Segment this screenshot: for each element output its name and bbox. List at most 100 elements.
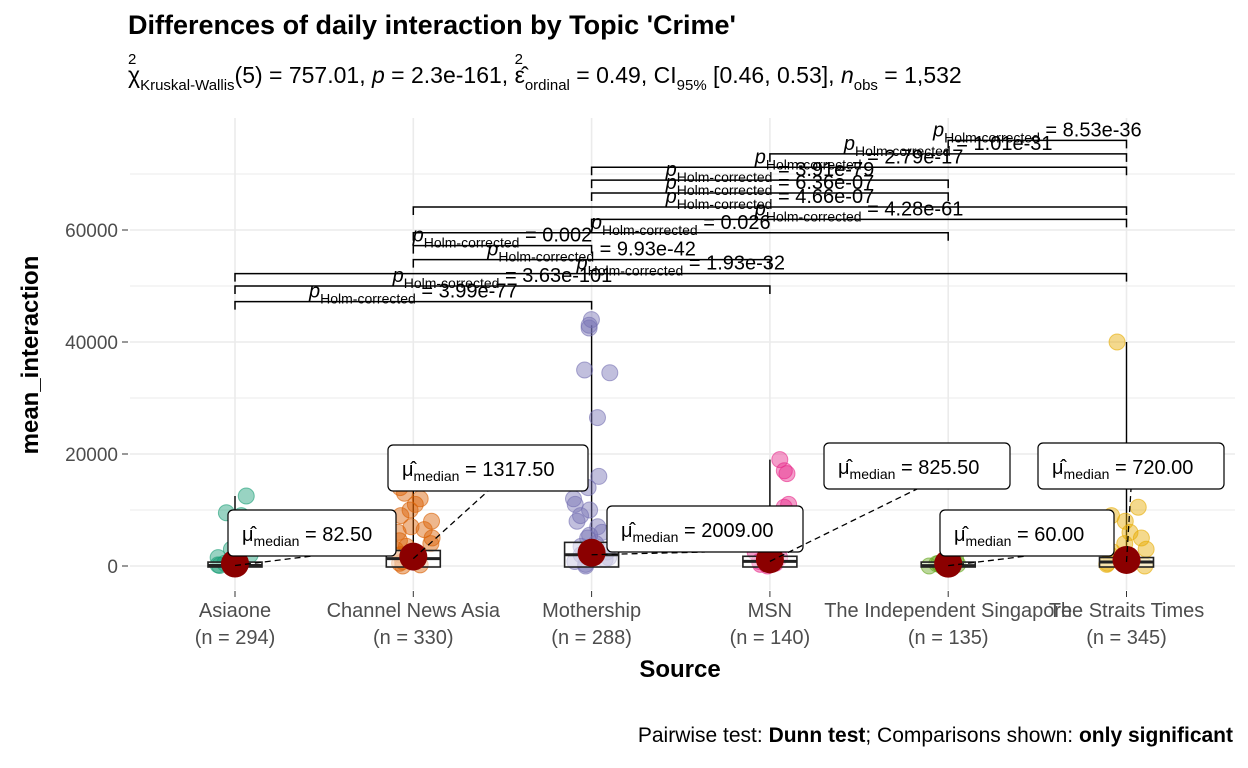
comparison-bracket bbox=[590, 179, 949, 189]
data-point bbox=[580, 316, 598, 334]
comparison-bracket bbox=[412, 258, 771, 268]
comparison-bracket bbox=[412, 232, 949, 241]
comparison-bracket bbox=[234, 272, 1128, 282]
y-tick-label: 60000 bbox=[65, 221, 118, 242]
x-tick-label: MSN bbox=[748, 600, 792, 622]
comparisons-label: ; Comparisons shown: bbox=[865, 724, 1079, 747]
pairwise-label: Pairwise test: bbox=[637, 724, 769, 747]
y-tick-label: 0 bbox=[107, 557, 118, 578]
median-label-box bbox=[227, 509, 397, 557]
data-point bbox=[775, 462, 793, 480]
pairwise-value: Dunn test bbox=[768, 724, 866, 747]
y-tick-label: 40000 bbox=[65, 333, 118, 354]
median-point bbox=[934, 549, 963, 578]
comparison-label: pHolm-corrected = 2.79e-17 bbox=[754, 146, 964, 172]
median-point bbox=[577, 538, 606, 567]
median-label-box bbox=[606, 505, 804, 553]
comparison-bracket bbox=[234, 285, 771, 294]
chi-superscript: 2 bbox=[128, 51, 137, 68]
x-tick-n-label: (n = 288) bbox=[551, 627, 632, 649]
comparison-bracket bbox=[769, 153, 1128, 162]
n-label: n bbox=[840, 62, 854, 88]
comparison-label: pHolm-corrected = 0.026 bbox=[590, 212, 771, 238]
data-point bbox=[771, 451, 789, 469]
x-tick-label: Asiaone bbox=[199, 600, 271, 622]
x-tick-n-label: (n = 345) bbox=[1086, 627, 1167, 649]
data-point bbox=[237, 487, 255, 505]
data-point bbox=[415, 521, 433, 539]
median-label-box bbox=[939, 509, 1115, 557]
test-name: Kruskal-Wallis bbox=[140, 77, 235, 94]
n-sub: obs bbox=[853, 77, 878, 94]
data-point bbox=[1129, 498, 1147, 516]
median-label: μ̂median = 825.50 bbox=[838, 457, 979, 482]
comparison-bracket bbox=[590, 218, 1128, 228]
x-tick-label: The Independent Singapore bbox=[824, 600, 1072, 622]
n-text: = 1,532 bbox=[877, 62, 962, 88]
x-tick-n-label: (n = 140) bbox=[730, 627, 811, 649]
comparison-bracket bbox=[590, 166, 1128, 176]
median-point bbox=[399, 542, 428, 571]
chart-caption: Pairwise test: Dunn test; Comparisons sh… bbox=[638, 724, 1233, 748]
comparison-label: pHolm-corrected = 4.28e-61 bbox=[754, 198, 964, 224]
y-axis-title: mean_interaction bbox=[17, 256, 44, 455]
x-tick-n-label: (n = 294) bbox=[195, 627, 276, 649]
x-tick-label: Channel News Asia bbox=[327, 600, 501, 622]
data-point bbox=[576, 361, 594, 379]
data-point bbox=[601, 364, 619, 382]
effect-value-text: = 0.49, CI bbox=[569, 62, 677, 88]
median-label: μ̂median = 1317.50 bbox=[402, 459, 555, 484]
median-label-box bbox=[387, 444, 589, 492]
effect-superscript: 2 bbox=[514, 51, 523, 68]
x-tick-n-label: (n = 135) bbox=[908, 627, 989, 649]
data-point bbox=[1121, 523, 1139, 541]
x-axis-title: Source bbox=[639, 656, 720, 683]
data-point bbox=[572, 507, 590, 525]
effect-symbol: ε̂ bbox=[514, 62, 525, 88]
p-value-text: = 2.3e-161, bbox=[384, 62, 515, 88]
median-label-connector bbox=[948, 555, 1028, 567]
p-label: p bbox=[371, 62, 385, 88]
comparison-label: pHolm-corrected = 3.91e-79 bbox=[665, 159, 875, 185]
chart-title: Differences of daily interaction by Topi… bbox=[128, 10, 736, 40]
data-point bbox=[402, 518, 420, 536]
data-point bbox=[588, 409, 606, 427]
x-tick-n-label: (n = 330) bbox=[373, 627, 454, 649]
data-point bbox=[411, 490, 429, 508]
comparison-label: pHolm-corrected = 1.93e-32 bbox=[575, 253, 785, 279]
chart-subtitle: 2 χKruskal-Wallis(5) = 757.01, p = 2.3e-1… bbox=[128, 52, 962, 94]
comparison-label: pHolm-corrected = 1.01e-31 bbox=[843, 133, 1053, 159]
median-label: μ̂median = 720.00 bbox=[1052, 457, 1193, 482]
comparison-bracket bbox=[947, 139, 1128, 149]
x-tick-label: The Straits Times bbox=[1049, 600, 1205, 622]
comparison-label: pHolm-corrected = 8.53e-36 bbox=[932, 119, 1142, 145]
comparisons-value: only significant bbox=[1078, 724, 1233, 747]
median-label-connector bbox=[1125, 488, 1132, 563]
x-tick-label: Mothership bbox=[542, 600, 641, 622]
comparison-bracket bbox=[412, 206, 1128, 216]
median-label-box bbox=[823, 442, 1011, 490]
data-point bbox=[565, 490, 583, 508]
ci-level: 95% bbox=[676, 77, 707, 94]
chi-symbol: χ bbox=[128, 62, 141, 88]
ci-text: [0.46, 0.53], bbox=[706, 62, 841, 88]
comparison-label: pHolm-corrected = 0.002 bbox=[412, 225, 593, 251]
data-point bbox=[1108, 333, 1126, 351]
median-label-connector bbox=[412, 490, 489, 560]
median-label-connector bbox=[234, 555, 313, 567]
comparison-label: pHolm-corrected = 9.93e-42 bbox=[486, 239, 696, 265]
median-label-box bbox=[1037, 442, 1225, 490]
comparison-bracket bbox=[234, 300, 593, 310]
comparison-label: pHolm-corrected = 3.63e-101 bbox=[392, 265, 613, 291]
data-point bbox=[581, 501, 599, 519]
data-point bbox=[406, 495, 424, 513]
comparison-label: pHolm-corrected = 4.66e-07 bbox=[665, 186, 875, 212]
effect-name: ordinal bbox=[524, 77, 570, 94]
median-label-connector bbox=[769, 488, 918, 562]
comparison-bracket bbox=[590, 192, 949, 202]
comparison-bracket bbox=[412, 244, 593, 254]
y-tick-label: 20000 bbox=[65, 445, 118, 466]
statistic-text: (5) = 757.01, bbox=[234, 62, 372, 88]
data-point bbox=[590, 467, 608, 485]
